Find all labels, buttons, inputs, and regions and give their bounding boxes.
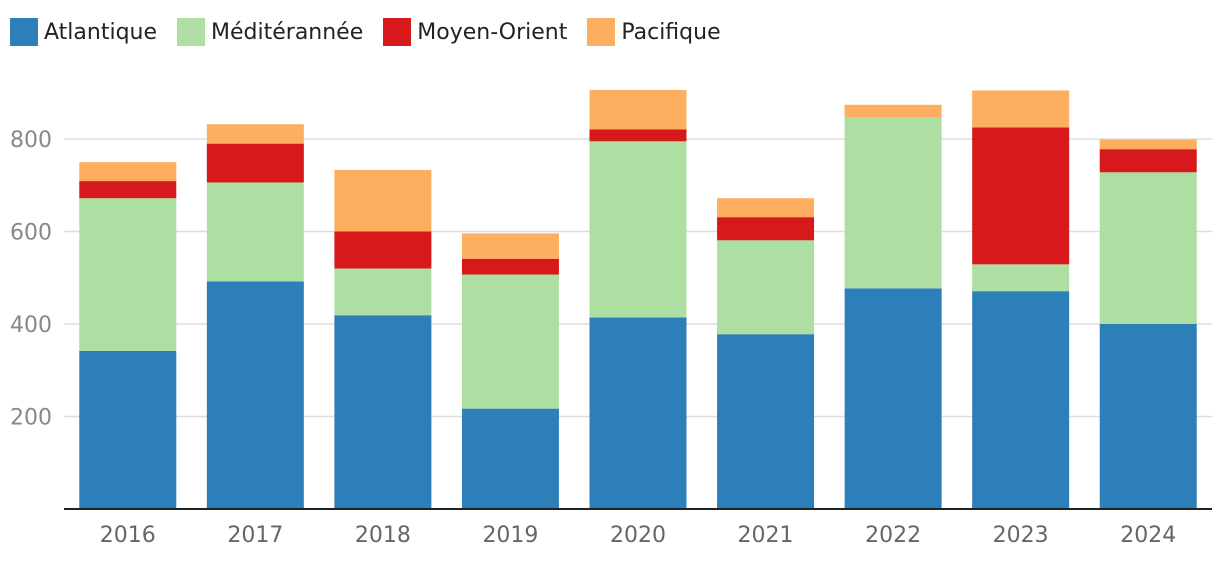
bar-pacifique-2016 xyxy=(79,162,177,182)
legend-swatch-atlantique xyxy=(10,18,38,46)
x-tick-label: 2023 xyxy=(993,523,1049,548)
x-tick-label: 2018 xyxy=(355,523,411,548)
bar-moyen-orient-2018 xyxy=(334,231,432,269)
bar-m-dit-rann-e-2017 xyxy=(206,182,304,282)
legend-item-pacifique: Pacifique xyxy=(587,18,721,46)
bar-atlantique-2021 xyxy=(717,334,815,509)
bar-moyen-orient-2020 xyxy=(589,129,687,142)
legend-swatch-mediterranee xyxy=(177,18,206,46)
bar-pacifique-2017 xyxy=(206,124,304,144)
bar-moyen-orient-2017 xyxy=(206,143,304,183)
legend-item-atlantique: Atlantique xyxy=(10,18,157,46)
bar-m-dit-rann-e-2020 xyxy=(589,141,687,318)
bar-moyen-orient-2021 xyxy=(717,217,815,241)
bar-atlantique-2024 xyxy=(1099,324,1197,509)
x-tick-label: 2017 xyxy=(227,523,283,548)
legend-item-mediterranee: Méditérannée xyxy=(177,18,363,46)
bar-pacifique-2021 xyxy=(717,198,815,218)
bar-pacifique-2019 xyxy=(461,233,559,259)
bar-atlantique-2022 xyxy=(844,288,942,509)
bar-pacifique-2020 xyxy=(589,89,687,130)
y-tick-label: 800 xyxy=(10,128,52,153)
bar-pacifique-2023 xyxy=(972,90,1070,128)
bar-atlantique-2017 xyxy=(206,281,304,509)
legend-label-pacifique: Pacifique xyxy=(621,19,721,45)
bar-atlantique-2019 xyxy=(461,408,559,509)
x-tick-label: 2022 xyxy=(865,523,921,548)
bar-atlantique-2023 xyxy=(972,291,1070,509)
y-tick-label: 600 xyxy=(10,221,52,246)
y-tick-label: 400 xyxy=(10,313,52,338)
x-tick-label: 2020 xyxy=(610,523,666,548)
legend-label-atlantique: Atlantique xyxy=(44,19,158,45)
x-tick-label: 2016 xyxy=(100,523,156,548)
legend-label-mediterranee: Méditérannée xyxy=(211,19,364,45)
bar-m-dit-rann-e-2024 xyxy=(1099,172,1197,324)
bar-m-dit-rann-e-2023 xyxy=(972,264,1070,292)
bar-pacifique-2024 xyxy=(1099,139,1197,150)
x-tick-label: 2024 xyxy=(1120,523,1176,548)
bar-atlantique-2016 xyxy=(79,350,177,509)
bar-m-dit-rann-e-2022 xyxy=(844,117,942,289)
legend: Atlantique Méditérannée Moyen-Orient Pac… xyxy=(10,18,741,46)
bar-pacifique-2018 xyxy=(334,169,432,232)
x-tick-label: 2019 xyxy=(482,523,538,548)
bar-moyen-orient-2016 xyxy=(79,181,177,199)
bar-atlantique-2020 xyxy=(589,317,687,509)
bar-m-dit-rann-e-2018 xyxy=(334,268,432,316)
bar-pacifique-2022 xyxy=(844,104,942,118)
y-tick-label: 200 xyxy=(10,406,52,431)
bar-m-dit-rann-e-2019 xyxy=(461,274,559,409)
legend-label-moyen-orient: Moyen-Orient xyxy=(417,19,568,45)
legend-item-moyen-orient: Moyen-Orient xyxy=(383,18,567,46)
legend-swatch-moyen-orient xyxy=(383,18,412,46)
legend-swatch-pacifique xyxy=(587,18,616,46)
x-tick-label: 2021 xyxy=(738,523,794,548)
bar-m-dit-rann-e-2021 xyxy=(717,240,815,335)
bar-atlantique-2018 xyxy=(334,315,432,509)
bar-moyen-orient-2019 xyxy=(461,258,559,275)
bar-moyen-orient-2023 xyxy=(972,127,1070,265)
bar-moyen-orient-2024 xyxy=(1099,149,1197,173)
bar-m-dit-rann-e-2016 xyxy=(79,198,177,351)
